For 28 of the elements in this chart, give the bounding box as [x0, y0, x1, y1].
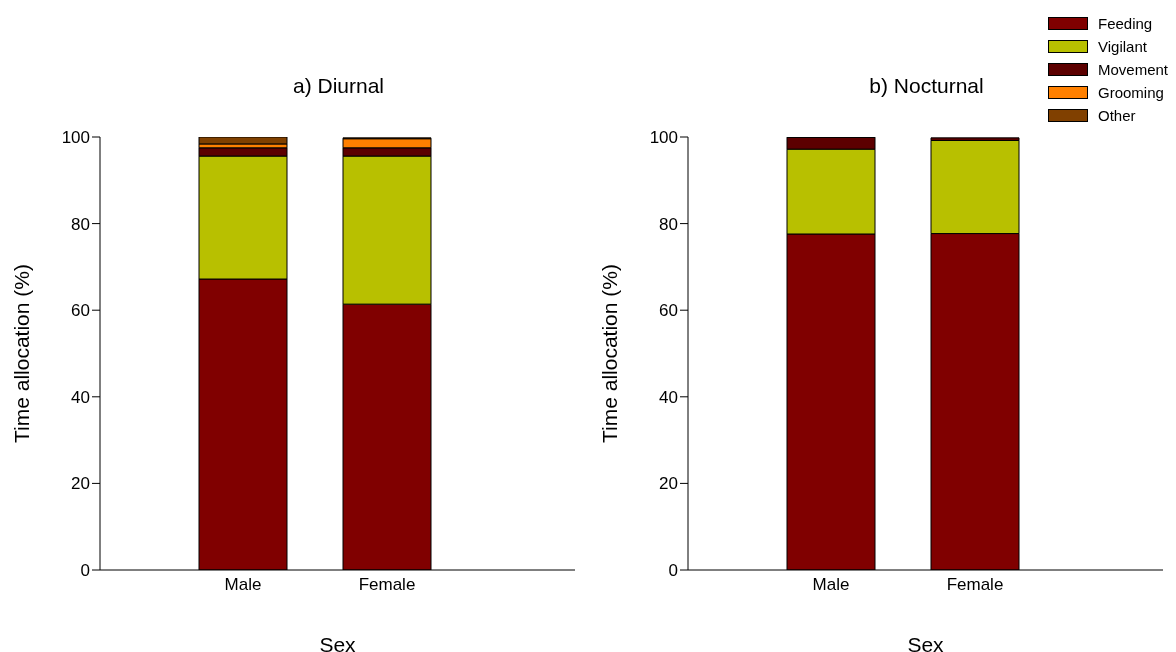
- y-tick-label: 60: [71, 301, 90, 321]
- legend-label: Movement: [1097, 60, 1168, 80]
- x-tick-label: Female: [358, 575, 416, 595]
- x-tick-label: Male: [812, 575, 850, 595]
- y-tick-label: 40: [659, 387, 678, 407]
- legend-label: Vigilant: [1097, 37, 1147, 57]
- legend-label: Grooming: [1097, 83, 1164, 103]
- y-tick-label: 60: [659, 301, 678, 321]
- y-tick-label: 80: [71, 214, 90, 234]
- x-axis-title: Sex: [319, 633, 357, 652]
- bar: [198, 137, 288, 145]
- x-axis-title: Sex: [907, 633, 945, 652]
- legend-label: Feeding: [1097, 14, 1153, 34]
- y-tick-label: 0: [80, 561, 90, 581]
- y-tick-label: 20: [659, 474, 678, 494]
- y-tick-label: 0: [668, 561, 678, 581]
- y-tick-label: 80: [659, 214, 678, 234]
- y-axis-title: Time allocation (%): [10, 264, 34, 443]
- x-tick-label: Male: [224, 575, 262, 595]
- y-tick-label: 20: [71, 474, 90, 494]
- chart-title: b) Nocturnal: [869, 74, 984, 97]
- y-tick-label: 100: [649, 128, 678, 148]
- x-tick-label: Female: [946, 575, 1004, 595]
- legend-label: Other: [1097, 106, 1136, 126]
- y-axis-title: Time allocation (%): [598, 264, 622, 443]
- y-tick-label: 40: [71, 387, 90, 407]
- chart-title: a) Diurnal: [291, 74, 385, 98]
- y-tick-label: 100: [61, 128, 90, 148]
